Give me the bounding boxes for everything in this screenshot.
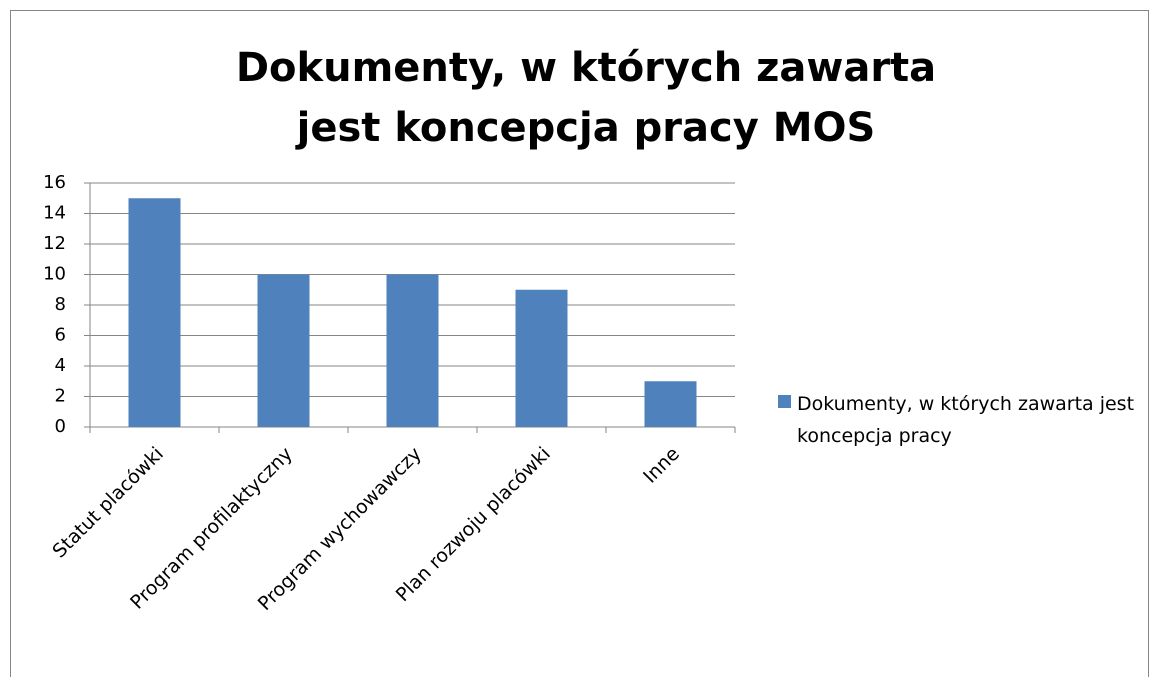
y-tick-label: 8: [55, 294, 66, 315]
bar: [386, 274, 439, 427]
y-tick-label: 6: [55, 325, 66, 346]
chart-frame: [10, 10, 1149, 677]
legend-label: Dokumenty, w których zawarta jest koncep…: [797, 393, 1135, 447]
bar: [644, 381, 697, 427]
y-tick-label: 14: [43, 203, 66, 224]
legend-swatch: [778, 395, 791, 408]
y-tick-label: 16: [43, 172, 66, 193]
bar: [515, 289, 568, 427]
y-tick-label: 4: [55, 355, 66, 376]
y-tick-label: 2: [55, 386, 66, 407]
y-tick-label: 12: [43, 233, 66, 254]
bar: [128, 198, 181, 427]
y-tick-label: 10: [43, 264, 66, 285]
y-tick-label: 0: [55, 416, 66, 437]
bar: [257, 274, 310, 427]
chart-title: Dokumenty, w których zawarta jest koncep…: [235, 45, 937, 151]
